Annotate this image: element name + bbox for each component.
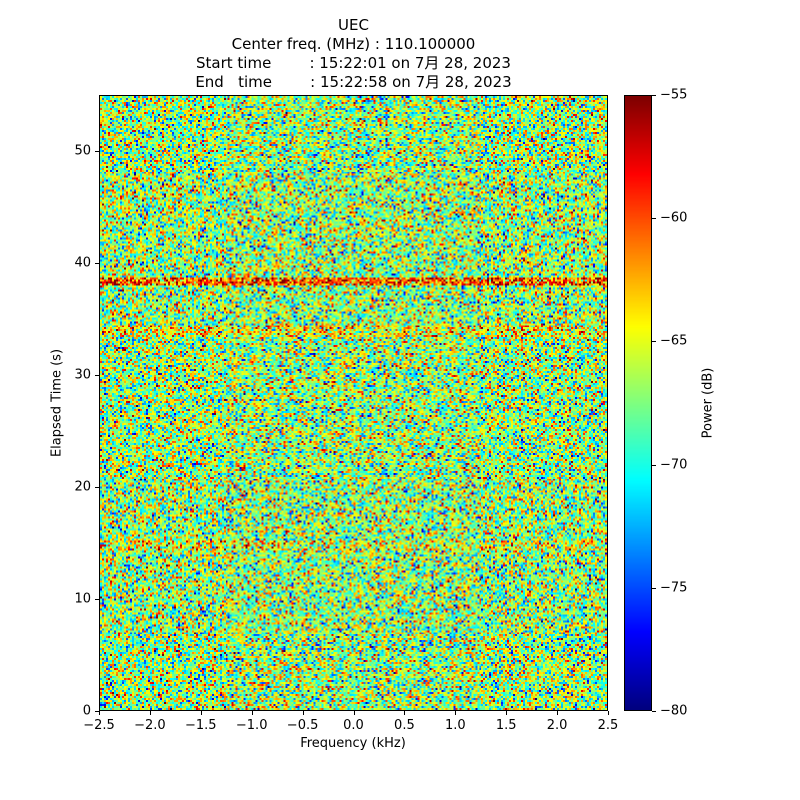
colorbar-tick-mark — [652, 464, 656, 466]
colorbar-tick-mark — [652, 711, 656, 712]
colorbar-tick-label: −80 — [660, 703, 688, 719]
end-time-line: End time : 15:22:58 on 7月 28, 2023 — [195, 73, 512, 91]
y-tick-label: 40 — [74, 255, 91, 271]
x-tick-label: 0.5 — [394, 718, 415, 733]
x-tick-mark — [353, 711, 355, 715]
x-tick-mark — [302, 711, 304, 715]
colorbar-tick-mark — [652, 95, 656, 96]
y-tick-mark — [95, 375, 99, 376]
x-tick-mark — [608, 711, 609, 715]
plot-title: UEC — [338, 16, 369, 34]
x-tick-label: −2.0 — [134, 718, 166, 733]
y-tick-mark — [95, 599, 99, 600]
x-tick-label: −1.0 — [235, 718, 268, 733]
colorbar-tick-mark — [652, 341, 656, 343]
y-tick-mark — [95, 263, 99, 264]
colorbar-tick-mark — [652, 218, 656, 220]
y-tick-label: 30 — [74, 367, 91, 383]
x-tick-mark — [99, 711, 100, 715]
x-tick-mark — [251, 711, 253, 715]
y-tick-label: 50 — [74, 143, 91, 159]
x-tick-label: −0.5 — [286, 718, 319, 733]
x-tick-label: 1.5 — [495, 718, 517, 733]
x-tick-mark — [404, 711, 406, 715]
plot-header: UEC Center freq. (MHz) : 110.100000 Star… — [99, 16, 608, 92]
x-tick-label: 0.0 — [343, 718, 364, 733]
spectrogram-plot-area — [99, 95, 608, 711]
x-tick-mark — [149, 711, 151, 715]
x-tick-mark — [200, 711, 202, 715]
y-tick-mark — [95, 151, 99, 152]
x-tick-label: −1.5 — [185, 718, 217, 733]
colorbar-label: Power (dB) — [700, 367, 716, 439]
colorbar-tick-label: −65 — [660, 333, 688, 349]
x-tick-label: −2.5 — [83, 718, 115, 733]
y-tick-mark — [95, 487, 99, 488]
x-axis-label: Frequency (kHz) — [300, 736, 406, 751]
y-tick-label: 20 — [74, 479, 91, 495]
y-axis-label: Elapsed Time (s) — [49, 348, 65, 458]
colorbar-tick-label: −75 — [660, 580, 688, 596]
y-tick-mark — [95, 711, 99, 712]
x-tick-mark — [557, 711, 559, 715]
y-tick-label: 0 — [82, 703, 91, 719]
colorbar-tick-label: −60 — [660, 210, 688, 226]
x-tick-mark — [455, 711, 457, 715]
x-tick-label: 2.0 — [546, 718, 568, 733]
spectrogram-canvas — [100, 96, 607, 710]
colorbar-tick-label: −70 — [660, 457, 688, 473]
y-tick-label: 10 — [74, 591, 91, 607]
center-freq-line: Center freq. (MHz) : 110.100000 — [231, 35, 476, 53]
colorbar-canvas — [625, 96, 651, 710]
colorbar-tick-mark — [652, 587, 656, 589]
start-time-line: Start time : 15:22:01 on 7月 28, 2023 — [196, 54, 511, 72]
x-tick-label: 1.0 — [444, 718, 466, 733]
x-tick-mark — [506, 711, 508, 715]
colorbar — [624, 95, 652, 711]
colorbar-tick-label: −55 — [660, 87, 688, 103]
x-tick-label: 2.5 — [597, 718, 619, 733]
